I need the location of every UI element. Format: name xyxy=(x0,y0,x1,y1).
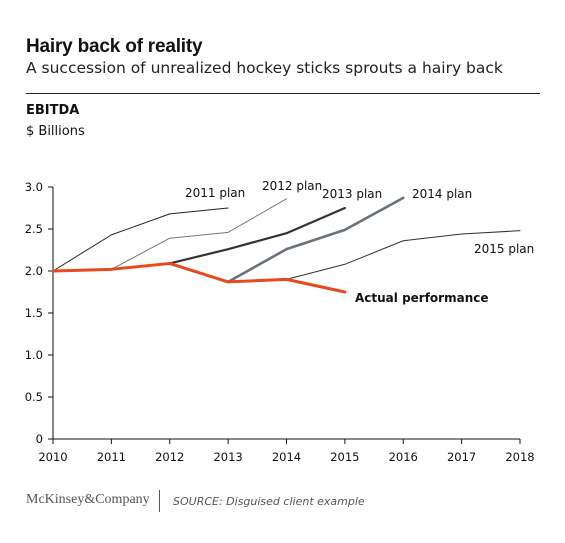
y-tick-label: 0.5 xyxy=(25,390,43,404)
x-tick-label: 2016 xyxy=(389,450,418,464)
x-tick-label: 2014 xyxy=(272,450,301,464)
source-note: SOURCE: Disguised client example xyxy=(173,495,365,508)
series-label: 2015 plan xyxy=(474,242,534,256)
x-tick-label: 2018 xyxy=(505,450,534,464)
x-tick-label: 2017 xyxy=(447,450,476,464)
series-label: 2014 plan xyxy=(412,187,472,201)
y-tick-label: 3.0 xyxy=(25,180,43,194)
x-tick-label: 2015 xyxy=(330,450,359,464)
x-tick-label: 2013 xyxy=(213,450,242,464)
series-label: Actual performance xyxy=(355,291,489,305)
y-tick-label: 2.5 xyxy=(25,222,43,236)
series-line-2012-plan xyxy=(110,198,287,270)
x-tick-label: 2011 xyxy=(97,450,126,464)
series-line-2011-plan xyxy=(52,207,229,272)
metric-label: EBITDA xyxy=(26,103,80,118)
x-tick-label: 2010 xyxy=(38,450,67,464)
chart-subtitle: A succession of unrealized hockey sticks… xyxy=(26,59,503,77)
y-tick-label: 0 xyxy=(36,432,43,446)
series-label: 2013 plan xyxy=(322,187,382,201)
series-label: 2011 plan xyxy=(185,186,245,200)
y-tick-label: 2.0 xyxy=(25,264,43,278)
unit-label: $ Billions xyxy=(26,124,85,139)
y-tick-label: 1.5 xyxy=(25,306,43,320)
x-tick-label: 2012 xyxy=(155,450,184,464)
series-label: 2012 plan xyxy=(262,179,322,193)
y-tick-label: 1.0 xyxy=(25,348,43,362)
series-line-2015-plan xyxy=(286,230,521,280)
series-line-actual-performance xyxy=(51,261,347,294)
header-divider xyxy=(26,93,540,94)
series-line-2014-plan xyxy=(226,196,405,284)
series-line-2013-plan xyxy=(168,206,346,265)
brand-logo: McKinsey&Company xyxy=(26,492,150,507)
chart-title: Hairy back of reality xyxy=(26,36,203,57)
footer-divider xyxy=(159,490,160,512)
